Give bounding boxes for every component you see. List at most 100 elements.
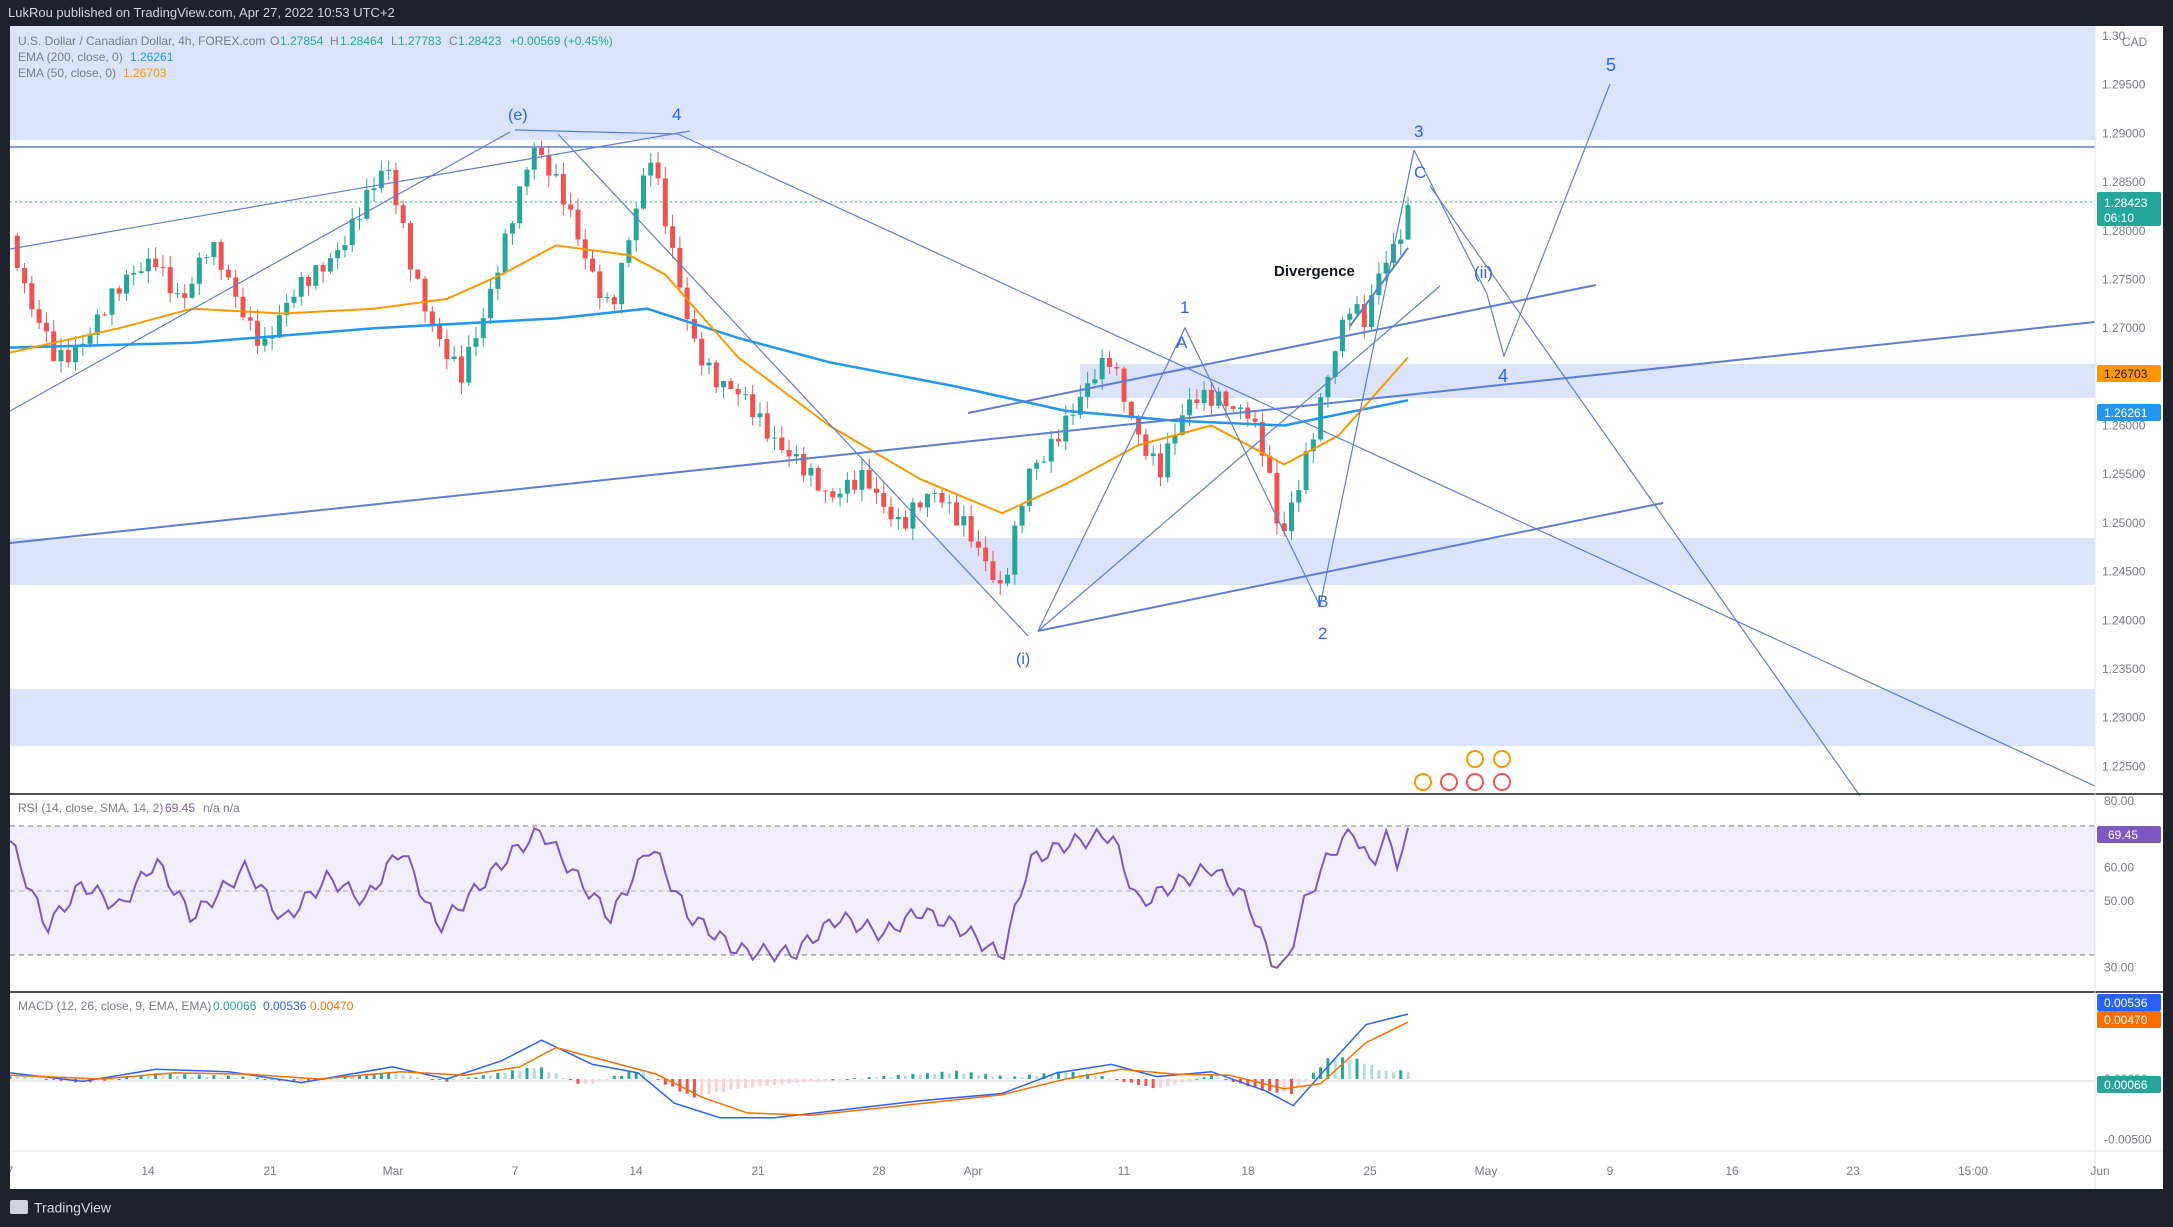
candle-body (1361, 304, 1367, 327)
time-tick-label: 21 (263, 1164, 277, 1178)
down-channel-top (677, 133, 2096, 787)
candle-body (1099, 357, 1105, 380)
wave-label-a: A (1176, 333, 1188, 352)
candle-body (407, 223, 413, 270)
economic-events[interactable] (1414, 750, 1511, 791)
ema50-legend-label[interactable]: EMA (50, close, 0) (18, 66, 116, 80)
macd-histogram-bar (110, 1078, 114, 1080)
wave-label-4-top: 4 (672, 105, 681, 124)
candle-body (1012, 525, 1018, 575)
candle-body (1296, 489, 1302, 503)
macd-histogram-bar (146, 1075, 150, 1079)
candle-body (1332, 351, 1338, 377)
event-flag-ca-icon[interactable] (1466, 750, 1484, 768)
time-tick-label: 7 (10, 1164, 14, 1178)
macd-histogram-bar (729, 1078, 733, 1090)
macd-histogram-bar (831, 1078, 835, 1081)
macd-line (9, 1013, 1409, 1119)
candle-body (1310, 439, 1316, 452)
macd-histogram-bar (15, 1076, 19, 1079)
macd-histogram-bar (365, 1075, 369, 1079)
time-axis[interactable]: 7 14 21 Mar 7 14 21 28 Apr 11 18 25 May 9 16 23 15:00 Jun (7, 1164, 2110, 1178)
macd-histogram-bar (379, 1074, 383, 1079)
candle-body (815, 467, 821, 491)
candle-body (757, 413, 763, 418)
macd-histogram-bar (423, 1077, 427, 1079)
candle-body (706, 362, 712, 366)
candle-body (1077, 396, 1083, 415)
time-tick-label: Jun (2090, 1164, 2109, 1178)
rsi-legend[interactable]: RSI (14, close, SMA, 14, 2) 69.45 n/a n/… (18, 801, 240, 815)
candle-body (495, 272, 501, 289)
symbol-title[interactable]: U.S. Dollar / Canadian Dollar, 4h, FOREX… (18, 34, 265, 48)
macd-legend-label[interactable]: MACD (12, 26, close, 9, EMA, EMA) (18, 999, 211, 1013)
candle-body (196, 257, 202, 284)
candle-body (866, 469, 872, 489)
macd-histogram-bar (1180, 1078, 1184, 1083)
chart-svg[interactable]: (e) 4 5 3 C (ii) 4 1 A B 2 (i) Divergenc… (7, 26, 2163, 1189)
macd-histogram-bar (1355, 1058, 1359, 1079)
price-tick-label: 1.29500 (2102, 78, 2146, 92)
last-price-value: 1.28423 (2104, 196, 2148, 210)
candle-body (342, 245, 348, 251)
ema200-badge (2097, 404, 2161, 421)
macd-histogram-bar (1239, 1078, 1243, 1084)
event-flag-us-icon[interactable] (1440, 773, 1458, 791)
candle-body (924, 493, 930, 508)
macd-histogram-bar (1042, 1073, 1046, 1079)
wave-label-4-right: 4 (1498, 366, 1508, 386)
wave-label-b: B (1317, 592, 1328, 611)
candle-body (837, 493, 843, 498)
event-flag-us-icon[interactable] (1466, 773, 1484, 791)
macd-histogram-bar (1107, 1078, 1111, 1080)
rsi-tick-label: 60.00 (2104, 861, 2134, 875)
candle-body (1005, 574, 1011, 584)
macd-histogram-bar (1064, 1072, 1068, 1079)
candle-body (881, 493, 887, 507)
macd-histogram-bar (1311, 1072, 1315, 1079)
macd-histogram-bar (620, 1075, 624, 1079)
macd-histogram-bar (612, 1075, 616, 1079)
symbol-legend[interactable]: U.S. Dollar / Canadian Dollar, 4h, FOREX… (18, 34, 613, 80)
macd-histogram-bar (1173, 1078, 1177, 1085)
macd-histogram-bar (1275, 1078, 1279, 1093)
candle-body (211, 242, 217, 258)
event-flag-us-icon[interactable] (1493, 773, 1511, 791)
macd-histogram-bar (1027, 1074, 1031, 1079)
price-axis[interactable]: 1.30 1.29500 1.29000 1.28500 1.28000 1.27500 1… (2102, 29, 2146, 773)
macd-histogram-bar (955, 1070, 959, 1079)
abc-correction (1037, 149, 1415, 632)
candle-body (1405, 205, 1411, 240)
macd-histogram-bar (1057, 1071, 1060, 1079)
macd-histogram-bar (1020, 1077, 1024, 1079)
candle-body (1056, 438, 1061, 442)
macd-histogram-bar (561, 1077, 565, 1079)
chart-area[interactable]: (e) 4 5 3 C (ii) 4 1 A B 2 (i) Divergenc… (7, 26, 2163, 1189)
candle-body (1194, 399, 1200, 404)
down-channel-bottom (557, 133, 1029, 637)
time-tick-label: 21 (751, 1164, 765, 1178)
rsi-legend-label[interactable]: RSI (14, close, SMA, 14, 2) (18, 801, 163, 815)
event-flag-us-icon[interactable] (1414, 773, 1432, 791)
wave-projection (1413, 83, 1611, 358)
macd-legend[interactable]: MACD (12, 26, close, 9, EMA, EMA) 0.0006… (18, 999, 354, 1013)
candle-body (291, 296, 297, 303)
event-flag-ca-icon[interactable] (1493, 750, 1511, 768)
price-tick-label: 1.30 (2102, 29, 2126, 43)
candle-body (873, 488, 879, 494)
macd-histogram-bar (1362, 1063, 1366, 1079)
macd-legend-line: 0.00536 (263, 999, 307, 1013)
candle-body (124, 274, 129, 294)
candle-body (859, 469, 865, 490)
macd-histogram-bar (44, 1078, 48, 1080)
macd-histogram-bar (1260, 1078, 1264, 1091)
candle-body (524, 169, 530, 187)
macd-histogram-bar (1253, 1078, 1257, 1088)
macd-histogram-bar (30, 1077, 34, 1079)
macd-histogram-bar (372, 1074, 376, 1079)
tradingview-logo[interactable]: TradingView (10, 1198, 111, 1215)
macd-histogram-bar (241, 1076, 245, 1079)
macd-histogram-bar (1158, 1078, 1162, 1088)
ema200-legend-label[interactable]: EMA (200, close, 0) (18, 50, 123, 64)
macd-histogram-bar (773, 1078, 777, 1085)
